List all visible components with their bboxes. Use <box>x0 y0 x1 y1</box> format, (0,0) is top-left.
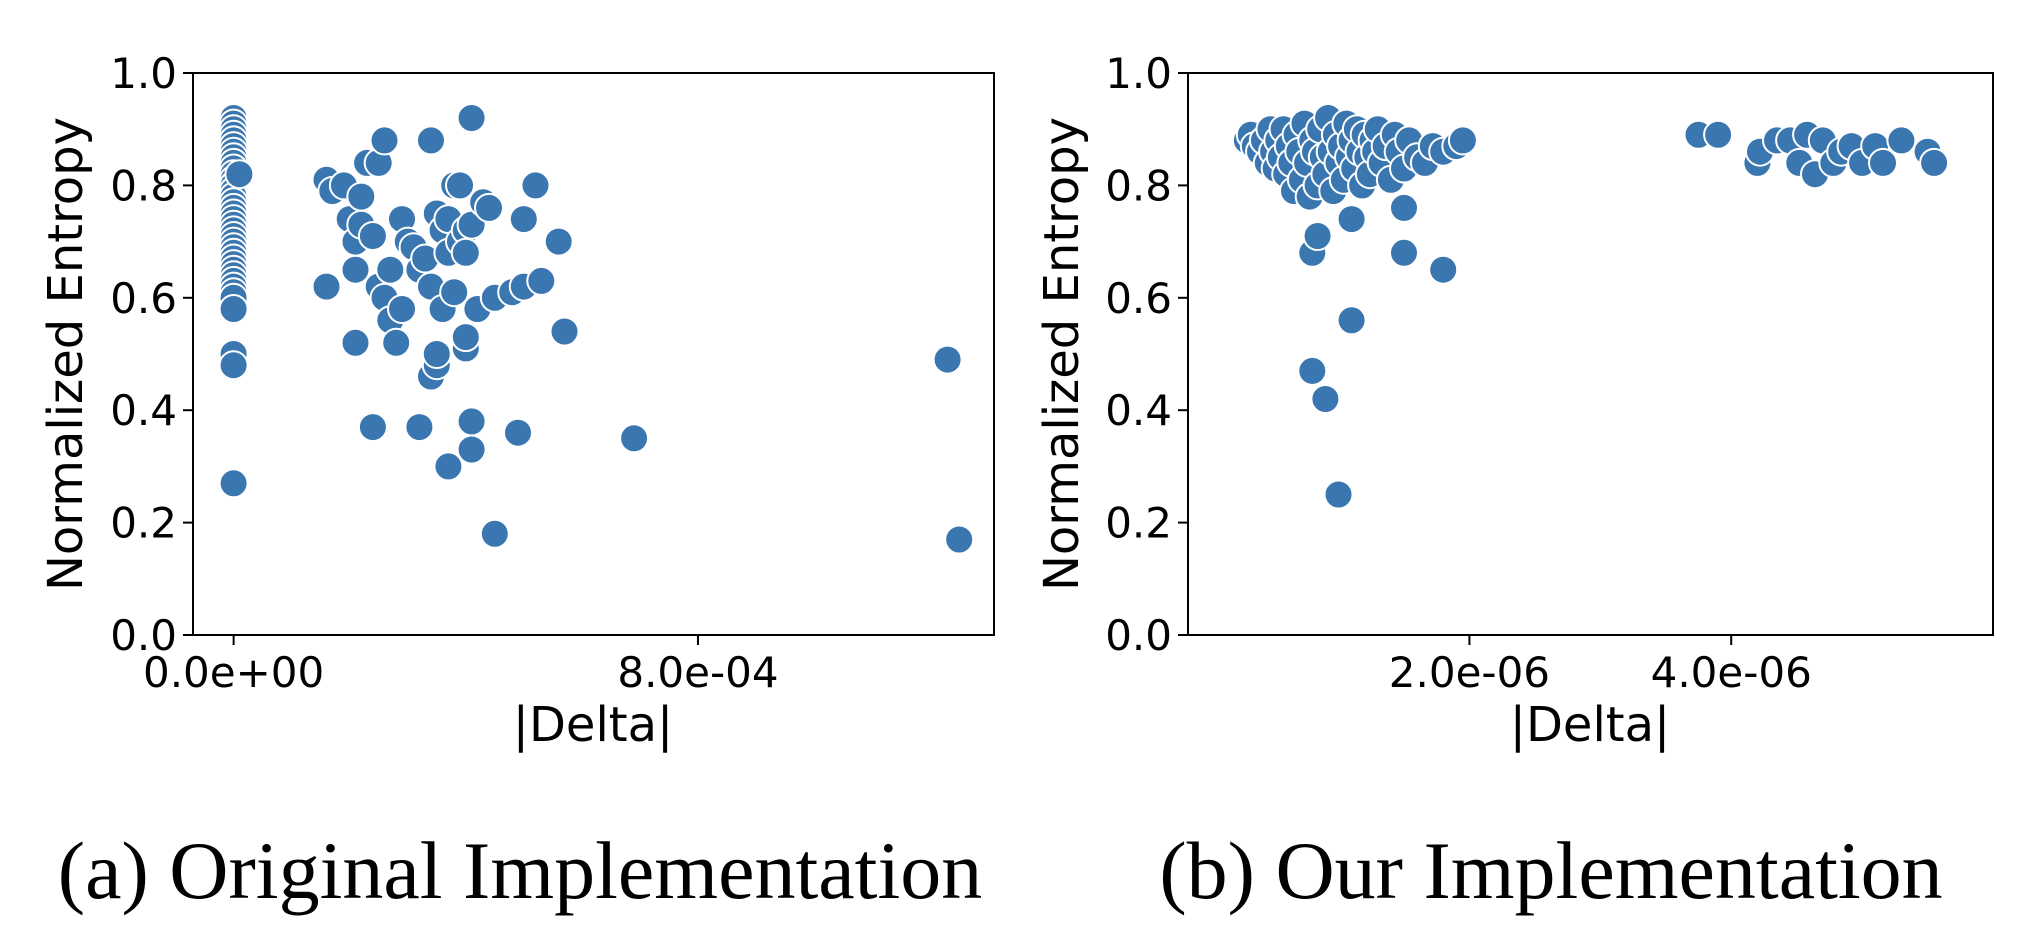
scatter-point-original-37 <box>224 159 255 190</box>
axis-ticks-original: 0.0 0.2 0.4 0.6 0.8 1.0 0.0e+00 8.0e-04 <box>110 49 778 697</box>
scatter-point-original-87 <box>456 103 487 133</box>
x-axis-label-ours: |Delta| <box>1510 697 1670 753</box>
scatter-point-original-86 <box>456 434 487 465</box>
scatter-point-original-100 <box>549 316 580 347</box>
scatter-point-ours-60 <box>1447 125 1478 156</box>
scatter-point-original-103 <box>944 524 975 555</box>
y-tick-label-original-1: 0.2 <box>110 499 177 548</box>
y-tick-label-ours-3: 0.6 <box>1105 274 1172 323</box>
y-tick-label-ours-4: 0.8 <box>1105 161 1172 210</box>
scatter-point-original-53 <box>369 125 400 156</box>
y-tick-label-original-4: 0.8 <box>110 161 177 210</box>
scatter-point-ours-63 <box>1297 355 1328 386</box>
y-axis-label-original: Normalized Entropy <box>38 117 94 591</box>
scatter-point-original-98 <box>526 265 557 296</box>
scatter-point-original-65 <box>416 125 446 156</box>
scatter-point-ours-69 <box>1389 237 1419 268</box>
scatter-point-original-57 <box>381 327 412 358</box>
scatter-point-original-69 <box>421 339 452 369</box>
y-tick-label-original-2: 0.4 <box>110 386 177 435</box>
scatter-point-original-33 <box>218 294 249 324</box>
scatter-point-ours-70 <box>1428 254 1459 285</box>
scatter-point-original-73 <box>433 451 464 482</box>
scatter-point-original-90 <box>474 192 504 223</box>
x-tick-label-original-1: 8.0e-04 <box>617 648 778 697</box>
chart-panel-ours: 0.0 0.2 0.4 0.6 0.8 1.0 2.0e-06 4.0e-06 |Delta|… <box>1034 49 1994 916</box>
scatter-points-ours <box>1231 103 1950 510</box>
scatter-point-original-43 <box>340 327 371 358</box>
scatter-point-original-102 <box>932 344 963 375</box>
scatter-point-original-44 <box>340 254 371 285</box>
scatter-point-ours-65 <box>1323 479 1354 510</box>
y-tick-label-original-3: 0.6 <box>110 274 177 323</box>
scatter-point-original-35 <box>218 350 249 381</box>
scatter-point-original-92 <box>479 518 510 549</box>
scatter-point-ours-68 <box>1389 192 1419 223</box>
scatter-point-original-101 <box>619 423 650 454</box>
plot-area-frame-ours <box>1187 72 1994 636</box>
scatter-point-original-55 <box>375 254 406 285</box>
scatter-point-original-83 <box>450 237 481 268</box>
caption-ours: (b) Our Implementation <box>1159 825 1942 916</box>
scatter-point-original-36 <box>218 468 249 499</box>
scatter-point-original-49 <box>357 221 388 251</box>
y-tick-label-ours-2: 0.4 <box>1105 386 1172 435</box>
x-tick-label-ours-0: 2.0e-06 <box>1389 648 1550 697</box>
y-tick-label-ours-0: 0.0 <box>1105 611 1172 660</box>
scatter-points-original <box>218 103 975 555</box>
scatter-point-original-47 <box>346 181 377 212</box>
scatter-point-ours-72 <box>1703 119 1734 150</box>
scatter-point-original-59 <box>387 294 417 324</box>
y-tick-label-original-0: 0.0 <box>110 611 177 660</box>
scatter-point-original-38 <box>311 271 342 302</box>
scatter-point-original-94 <box>503 417 533 448</box>
y-tick-label-ours-5: 1.0 <box>1105 49 1172 98</box>
caption-original: (a) Original Implementation <box>58 825 982 916</box>
y-axis-label-ours: Normalized Entropy <box>1034 117 1090 591</box>
scatter-point-original-78 <box>445 170 475 201</box>
scatter-point-original-82 <box>450 322 481 353</box>
x-tick-label-ours-1: 4.0e-06 <box>1651 648 1812 697</box>
y-tick-label-original-5: 1.0 <box>110 49 177 98</box>
axis-ticks-ours: 0.0 0.2 0.4 0.6 0.8 1.0 2.0e-06 4.0e-06 <box>1105 49 1812 697</box>
scatter-point-original-99 <box>543 226 574 257</box>
x-axis-label-original: |Delta| <box>513 697 673 753</box>
scatter-point-original-97 <box>520 170 551 201</box>
scatter-point-original-77 <box>439 277 470 308</box>
y-tick-label-ours-1: 0.2 <box>1105 499 1172 548</box>
scatter-point-ours-89 <box>1919 147 1950 178</box>
scatter-point-original-50 <box>357 412 388 443</box>
plot-area-frame-original <box>192 72 995 636</box>
scatter-point-ours-66 <box>1336 305 1367 336</box>
scatter-point-ours-86 <box>1868 147 1898 178</box>
scatter-point-ours-87 <box>1886 125 1917 156</box>
chart-panel-original: 0.0 0.2 0.4 0.6 0.8 1.0 0.0e+00 8.0e-04 |Delta|… <box>38 49 995 916</box>
scatter-point-original-62 <box>404 412 435 443</box>
scatter-point-original-84 <box>456 406 487 437</box>
x-tick-label-original-0: 0.0e+00 <box>143 648 324 697</box>
scatter-point-ours-67 <box>1336 204 1367 235</box>
scatter-point-ours-64 <box>1310 384 1341 414</box>
scatter-point-original-96 <box>508 204 539 235</box>
scatter-point-ours-62 <box>1302 221 1333 251</box>
